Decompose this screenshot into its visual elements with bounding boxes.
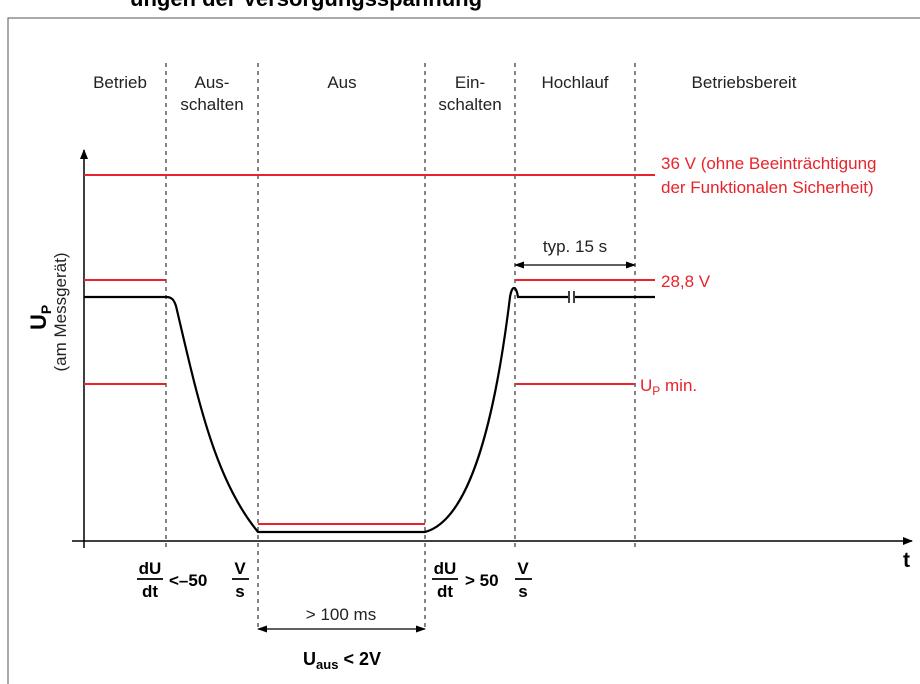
rise-rate-value: > 50 — [465, 571, 499, 590]
label-28v: 28,8 V — [661, 272, 711, 291]
phase-separators — [165, 63, 636, 628]
rise-rate-annotation: dU dt > 50 V s — [432, 559, 532, 601]
fall-v: V — [234, 559, 246, 578]
fall-s: s — [235, 582, 244, 601]
rise-s: s — [518, 582, 527, 601]
ms100-label: > 100 ms — [306, 605, 376, 624]
phase-label-hochlauf: Hochlauf — [541, 73, 608, 92]
phase-labels: Betrieb Aus-schalten Aus Ein-schalten Ho… — [93, 73, 797, 114]
phase-label-einschalten: Ein-schalten — [438, 73, 501, 114]
y-axis-sublabel: (am Messgerät) — [51, 252, 70, 371]
label-36v-line2: der Funktionalen Sicherheit) — [661, 178, 874, 197]
phase-label-aus: Aus — [327, 73, 356, 92]
uaus-label: Uaus < 2V — [303, 649, 381, 672]
label-upmin: UP min. — [640, 376, 697, 398]
rise-du: dU — [434, 559, 457, 578]
x-axis-label: t — [903, 549, 910, 572]
fall-du: dU — [139, 559, 162, 578]
y-axis-label: UP — [26, 305, 54, 330]
y-axis-symbol: UP — [26, 305, 54, 330]
reference-lines — [84, 174, 655, 525]
phase-label-ausschalten: Aus-schalten — [180, 73, 243, 114]
diagram-frame — [7, 17, 920, 684]
fall-rate-annotation: dU dt <–50 V s — [137, 559, 249, 601]
fall-rate-value: <–50 — [169, 571, 207, 590]
voltage-curve — [84, 286, 568, 534]
label-36v-line1: 36 V (ohne Beeinträchtigung — [661, 154, 877, 173]
break-marks — [568, 291, 575, 303]
fall-dt: dt — [142, 582, 158, 601]
phase-label-betriebsbereit: Betriebsbereit — [692, 73, 797, 92]
phase-label-betrieb: Betrieb — [93, 73, 147, 92]
rise-dt: dt — [437, 582, 453, 601]
rise-v: V — [517, 559, 529, 578]
typ-duration-label: typ. 15 s — [543, 237, 607, 256]
diagram-title: ungen der Versorgungsspannung — [130, 0, 482, 11]
